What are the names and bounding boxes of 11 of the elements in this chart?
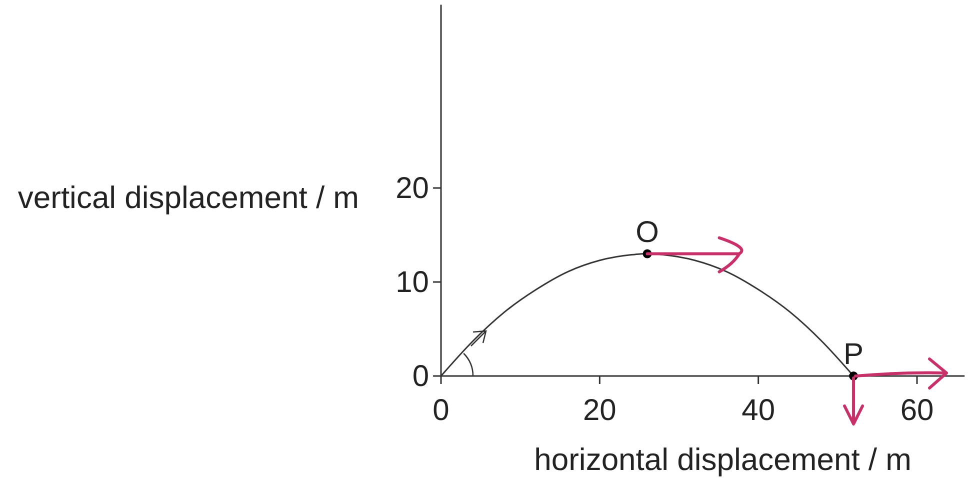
annotation: O [636, 216, 659, 249]
x-tick-label: 60 [900, 394, 934, 427]
x-tick-label: 20 [582, 394, 616, 427]
y-axis-title: vertical displacement / m [18, 180, 359, 215]
y-tick-label: 0 [412, 360, 429, 393]
x-axis-title: horizontal displacement / m [534, 442, 912, 477]
x-tick-label: 0 [432, 394, 450, 427]
y-tick-label: 20 [396, 172, 429, 205]
x-tick-label: 40 [742, 394, 776, 427]
y-tick-label: 10 [396, 266, 429, 299]
annotation: P [844, 338, 864, 371]
